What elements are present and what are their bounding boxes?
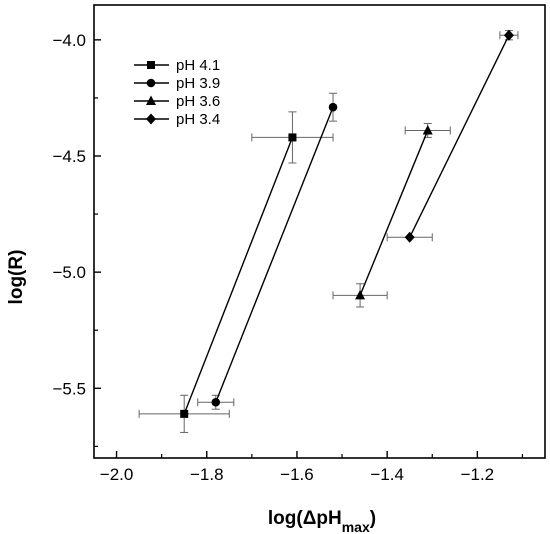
x-tick-label: −2.0 (100, 465, 134, 484)
plot-area (138, 29, 519, 433)
y-tick-label: −5.0 (52, 263, 86, 282)
y-tick-label: −5.5 (52, 379, 86, 398)
data-point (211, 397, 221, 407)
legend-label: pH 4.1 (176, 57, 220, 74)
legend-marker (146, 78, 156, 88)
y-tick-label: −4.0 (52, 31, 86, 50)
series-diamond (386, 29, 519, 243)
x-tick-label: −1.2 (461, 465, 495, 484)
legend-marker (147, 61, 155, 69)
data-point (355, 289, 366, 300)
axes: −2.0 −1.8 −1.6 −1.4 −1.2 −5.5 −5.0 −4.5 −4.0 (52, 4, 546, 484)
legend-entry: pH 3.4 (134, 111, 220, 128)
x-axis-title-close: ) (370, 508, 376, 529)
legend-marker (146, 113, 156, 125)
plot-frame (93, 4, 546, 459)
x-tick-label: −1.6 (280, 465, 314, 484)
x-axis-title-subscript: max (342, 519, 370, 534)
x-axis-title-main: log(ΔpH (268, 508, 342, 529)
series-line (215, 106, 334, 403)
legend-entry: pH 3.6 (134, 93, 220, 110)
legend-marker (146, 95, 156, 105)
data-point (404, 231, 415, 243)
legend: pH 4.1pH 3.9pH 3.6pH 3.4 (134, 57, 220, 128)
x-tick-label: −1.4 (370, 465, 404, 484)
data-point (503, 29, 514, 41)
legend-label: pH 3.4 (176, 111, 220, 128)
data-point (328, 102, 338, 112)
legend-entry: pH 4.1 (134, 57, 220, 74)
series-circle (197, 92, 338, 410)
legend-entry: pH 3.9 (134, 75, 220, 92)
series-line (183, 137, 294, 415)
x-tick-label: −1.8 (190, 465, 224, 484)
legend-label: pH 3.6 (176, 93, 220, 110)
series-line (409, 34, 510, 238)
y-axis-title: log(R) (6, 250, 27, 305)
data-point (288, 133, 297, 142)
series-square (138, 111, 334, 433)
legend-label: pH 3.9 (176, 75, 220, 92)
x-axis-title: log(ΔpHmax) (268, 508, 376, 534)
series-line (359, 130, 429, 296)
y-tick-label: −4.5 (52, 147, 86, 166)
data-point (422, 124, 433, 135)
series-triangle (332, 122, 451, 308)
data-point (180, 409, 189, 418)
